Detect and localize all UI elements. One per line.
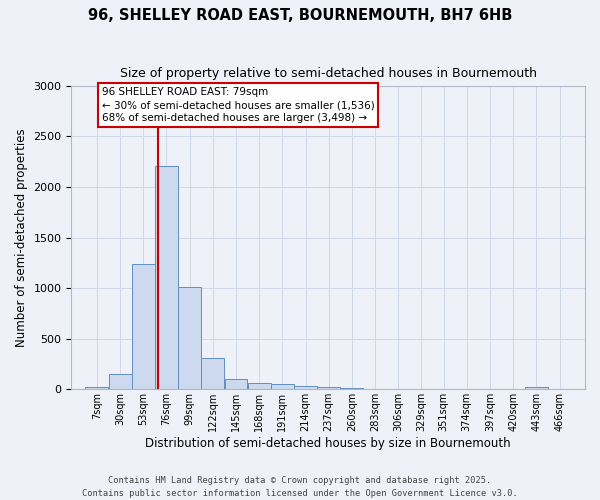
Bar xyxy=(248,383,271,390)
Text: Contains HM Land Registry data © Crown copyright and database right 2025.
Contai: Contains HM Land Registry data © Crown c… xyxy=(82,476,518,498)
Bar xyxy=(109,374,131,390)
Bar xyxy=(224,378,247,390)
Title: Size of property relative to semi-detached houses in Bournemouth: Size of property relative to semi-detach… xyxy=(120,68,537,80)
Bar xyxy=(132,264,155,390)
Bar xyxy=(317,388,340,390)
Bar xyxy=(525,388,548,390)
Text: 96, SHELLEY ROAD EAST, BOURNEMOUTH, BH7 6HB: 96, SHELLEY ROAD EAST, BOURNEMOUTH, BH7 … xyxy=(88,8,512,22)
Bar xyxy=(155,166,178,390)
Bar xyxy=(271,384,294,390)
Text: 96 SHELLEY ROAD EAST: 79sqm
← 30% of semi-detached houses are smaller (1,536)
68: 96 SHELLEY ROAD EAST: 79sqm ← 30% of sem… xyxy=(101,87,374,123)
Bar xyxy=(340,388,364,390)
Y-axis label: Number of semi-detached properties: Number of semi-detached properties xyxy=(15,128,28,347)
X-axis label: Distribution of semi-detached houses by size in Bournemouth: Distribution of semi-detached houses by … xyxy=(145,437,511,450)
Bar xyxy=(202,358,224,390)
Bar xyxy=(85,388,109,390)
Bar xyxy=(178,286,201,390)
Bar xyxy=(294,386,317,390)
